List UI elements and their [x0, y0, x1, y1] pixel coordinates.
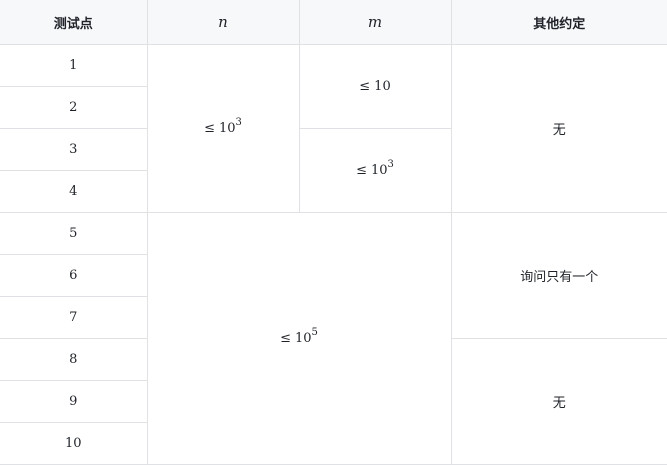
nm-base: 10: [294, 331, 312, 346]
header-n: n: [146, 0, 300, 45]
case-id-cell: 7: [0, 296, 147, 339]
m-constraint-cell: ≤10: [298, 44, 452, 129]
le-symbol: ≤: [356, 163, 367, 178]
case-id-cell: 9: [0, 380, 147, 423]
table-row: 2: [0, 86, 667, 129]
table-row: 10: [0, 422, 667, 465]
case-id-cell: 2: [0, 86, 147, 129]
case-id-cell: 6: [0, 254, 147, 297]
m-exponent: 3: [387, 159, 394, 170]
header-other: 其他约定: [450, 0, 667, 45]
table-row: 3 ≤103: [0, 128, 667, 213]
case-id-cell: 8: [0, 338, 148, 381]
le-symbol: ≤: [280, 331, 291, 346]
header-row: 测试点 n m 其他约定: [0, 0, 667, 45]
case-id-cell: 3: [0, 128, 148, 171]
table-row: 7: [0, 296, 667, 339]
table-row: 9: [0, 380, 667, 423]
m-base: 10: [370, 163, 388, 178]
table-row: 8 无: [0, 338, 667, 465]
n-exponent: 3: [235, 117, 242, 128]
case-id-cell: 10: [0, 422, 147, 465]
m-constraint-cell: ≤103: [298, 128, 451, 213]
table-row: 4: [0, 170, 667, 213]
le-symbol: ≤: [359, 79, 371, 94]
header-m: m: [298, 0, 452, 45]
n-constraint-cell: ≤103: [146, 44, 300, 213]
case-id-cell: 5: [0, 212, 148, 255]
n-base: 10: [218, 121, 236, 136]
case-id-cell: 4: [0, 170, 147, 213]
header-case: 测试点: [0, 0, 148, 45]
table-row: 6: [0, 254, 667, 297]
m-base: 10: [374, 79, 391, 94]
header-n-label: n: [218, 13, 228, 31]
other-constraint-cell: 无: [450, 44, 667, 213]
other-constraint-cell: 无: [450, 338, 667, 465]
nm-constraint-cell: ≤105: [146, 212, 452, 465]
nm-exponent: 5: [311, 327, 318, 338]
case-id-cell: 1: [0, 44, 148, 87]
table-row: 5 ≤105 询问只有一个: [0, 212, 667, 465]
le-symbol: ≤: [204, 121, 215, 136]
other-constraint-cell: 询问只有一个: [450, 212, 667, 339]
table-row: 1 ≤103 ≤10 无: [0, 44, 667, 213]
header-m-label: m: [367, 13, 383, 31]
